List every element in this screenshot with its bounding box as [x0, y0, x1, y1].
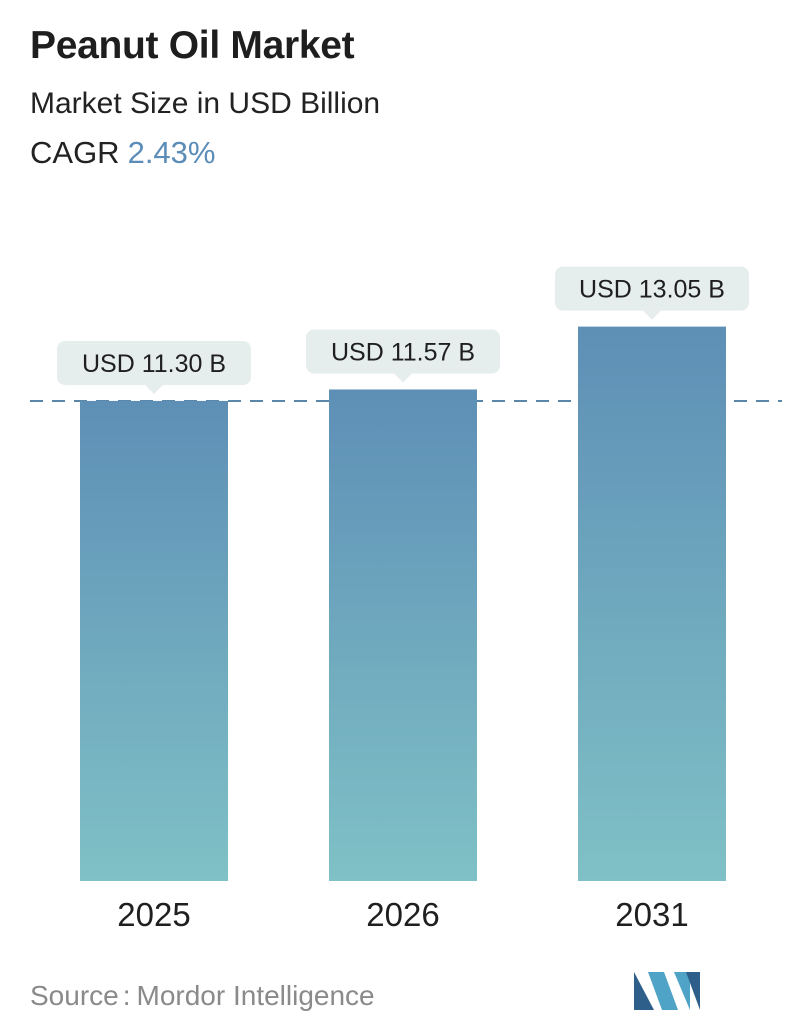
cagr-value: 2.43% — [127, 135, 216, 170]
value-label-2031: USD 13.05 B — [555, 266, 749, 320]
bar-2026 — [329, 389, 477, 881]
value-label-box — [57, 340, 251, 385]
value-label-text: USD 11.30 B — [82, 350, 226, 378]
x-tick-label-2026: 2026 — [366, 896, 439, 933]
value-label-2026: USD 11.57 B — [306, 329, 500, 383]
chart-title: Peanut Oil Market — [30, 24, 355, 67]
cagr-line: CAGR 2.43% — [30, 135, 215, 171]
logo-right-shape — [674, 972, 690, 1010]
source-label: Source — [30, 980, 119, 1011]
x-tick-label-2031: 2031 — [615, 896, 688, 933]
mordor-intelligence-logo-icon — [634, 972, 700, 1010]
cagr-label: CAGR — [30, 135, 120, 170]
value-label-pointer — [145, 384, 163, 394]
value-label-2025: USD 11.30 B — [57, 340, 251, 394]
source-separator: : — [122, 980, 131, 1011]
value-label-box — [306, 329, 500, 374]
logo-mid-shape — [648, 972, 678, 1010]
source-value: Mordor Intelligence — [136, 980, 375, 1011]
chart-subtitle: Market Size in USD Billion — [30, 87, 381, 120]
value-label-box — [555, 266, 749, 311]
source-line: Source: Mordor Intelligence — [30, 980, 375, 1012]
value-label-text: USD 13.05 B — [579, 276, 725, 304]
bar-2031 — [578, 326, 726, 882]
logo-left-shape — [634, 972, 654, 1010]
value-label-text: USD 11.57 B — [331, 338, 475, 366]
logo-right-accent — [686, 972, 700, 1010]
value-label-pointer — [643, 310, 661, 320]
x-tick-label-2025: 2025 — [117, 896, 190, 933]
value-label-pointer — [394, 373, 412, 383]
bar-2025 — [80, 400, 228, 881]
